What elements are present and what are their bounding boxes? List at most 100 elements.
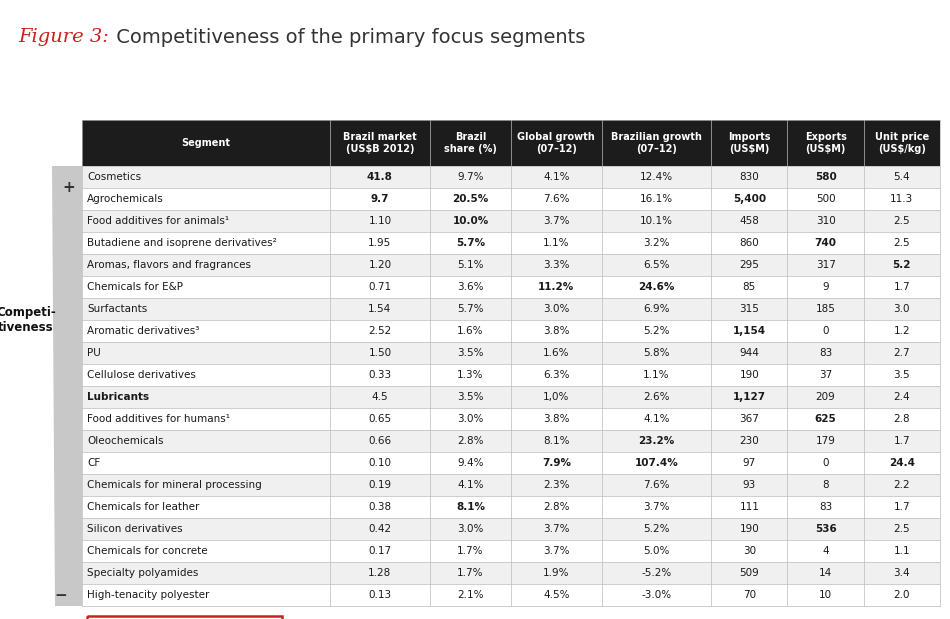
Text: 2.5: 2.5 — [894, 238, 910, 248]
Text: 24.4: 24.4 — [889, 458, 915, 468]
Text: 1.6%: 1.6% — [457, 326, 484, 336]
Text: 740: 740 — [814, 238, 837, 248]
Text: Lubricants: Lubricants — [87, 392, 149, 402]
Text: 1,127: 1,127 — [732, 392, 766, 402]
Bar — [82, 298, 940, 320]
Text: 5.2%: 5.2% — [643, 524, 670, 534]
Bar — [82, 188, 940, 210]
Bar — [82, 452, 940, 474]
Text: Surfactants: Surfactants — [87, 304, 147, 314]
Text: 0.10: 0.10 — [369, 458, 391, 468]
Text: 6.9%: 6.9% — [643, 304, 670, 314]
Text: 1.1: 1.1 — [894, 546, 910, 556]
Text: 830: 830 — [739, 172, 759, 182]
Text: Global growth
(07–12): Global growth (07–12) — [518, 132, 595, 154]
Text: CF: CF — [87, 458, 101, 468]
Text: 295: 295 — [739, 260, 759, 270]
Text: Food additives for humans¹: Food additives for humans¹ — [87, 414, 230, 424]
Text: 0.38: 0.38 — [369, 502, 391, 512]
Text: Oleochemicals: Oleochemicals — [87, 436, 163, 446]
Text: 3.7%: 3.7% — [543, 546, 570, 556]
Text: Cosmetics: Cosmetics — [87, 172, 142, 182]
Bar — [82, 276, 940, 298]
Text: 37: 37 — [819, 370, 832, 380]
Polygon shape — [52, 166, 82, 606]
Text: 3.8%: 3.8% — [543, 414, 570, 424]
Text: 8: 8 — [823, 480, 829, 490]
Bar — [82, 364, 940, 386]
Text: 230: 230 — [739, 436, 759, 446]
Text: 2.8: 2.8 — [894, 414, 910, 424]
Text: 1.7: 1.7 — [894, 502, 910, 512]
Text: 317: 317 — [816, 260, 836, 270]
Text: Segment: Segment — [181, 138, 231, 148]
Text: 1.6%: 1.6% — [543, 348, 570, 358]
Text: 5.0%: 5.0% — [643, 546, 670, 556]
Text: 509: 509 — [739, 568, 759, 578]
Text: 83: 83 — [819, 348, 832, 358]
Text: 580: 580 — [815, 172, 836, 182]
Text: 2.3%: 2.3% — [543, 480, 570, 490]
Text: 2.8%: 2.8% — [457, 436, 484, 446]
Text: Brazilian growth
(07–12): Brazilian growth (07–12) — [611, 132, 702, 154]
Text: 3.5%: 3.5% — [457, 348, 484, 358]
Text: 0.19: 0.19 — [369, 480, 391, 490]
Text: 8.1%: 8.1% — [543, 436, 570, 446]
Text: 367: 367 — [739, 414, 759, 424]
Text: 2.5: 2.5 — [894, 524, 910, 534]
Text: 1.7%: 1.7% — [457, 546, 484, 556]
Text: 85: 85 — [743, 282, 756, 292]
Text: Aromatic derivatives³: Aromatic derivatives³ — [87, 326, 200, 336]
Text: Exports
(US$M): Exports (US$M) — [805, 132, 846, 154]
Text: 83: 83 — [819, 502, 832, 512]
Text: 3.2%: 3.2% — [643, 238, 670, 248]
Bar — [82, 584, 940, 606]
Text: 3.0%: 3.0% — [457, 414, 484, 424]
Text: 3.6%: 3.6% — [457, 282, 484, 292]
Text: 4: 4 — [823, 546, 829, 556]
Text: PU: PU — [87, 348, 101, 358]
Bar — [82, 430, 940, 452]
Text: 12.4%: 12.4% — [639, 172, 673, 182]
Bar — [82, 518, 940, 540]
Text: 24.6%: 24.6% — [638, 282, 674, 292]
Text: 536: 536 — [815, 524, 836, 534]
Text: 7.6%: 7.6% — [643, 480, 670, 490]
Text: Chemicals for concrete: Chemicals for concrete — [87, 546, 208, 556]
Text: −: − — [54, 587, 67, 602]
Text: 3.5: 3.5 — [894, 370, 910, 380]
Text: Competitiveness of the primary focus segments: Competitiveness of the primary focus seg… — [110, 28, 585, 47]
Text: 1.20: 1.20 — [369, 260, 391, 270]
Text: 5.2%: 5.2% — [643, 326, 670, 336]
Text: 9.4%: 9.4% — [457, 458, 484, 468]
Text: -5.2%: -5.2% — [641, 568, 672, 578]
Text: 625: 625 — [815, 414, 836, 424]
Text: 3.0: 3.0 — [894, 304, 910, 314]
Text: -3.0%: -3.0% — [641, 590, 672, 600]
Text: 5,400: 5,400 — [732, 194, 766, 204]
Text: 2.52: 2.52 — [369, 326, 391, 336]
Text: 209: 209 — [816, 392, 835, 402]
Text: Butadiene and isoprene derivatives²: Butadiene and isoprene derivatives² — [87, 238, 276, 248]
Text: 0.33: 0.33 — [369, 370, 391, 380]
Text: Agrochemicals: Agrochemicals — [87, 194, 163, 204]
Text: 1.1%: 1.1% — [543, 238, 570, 248]
Text: 3.4: 3.4 — [894, 568, 910, 578]
Text: 111: 111 — [739, 502, 759, 512]
Text: Imports
(US$M): Imports (US$M) — [728, 132, 770, 154]
Bar — [82, 210, 940, 232]
Text: 1.54: 1.54 — [369, 304, 391, 314]
Text: 3.0%: 3.0% — [457, 524, 484, 534]
Text: 10.0%: 10.0% — [452, 216, 488, 226]
Bar — [82, 120, 940, 166]
Text: 2.4: 2.4 — [894, 392, 910, 402]
Text: 30: 30 — [743, 546, 756, 556]
Text: 3.8%: 3.8% — [543, 326, 570, 336]
Text: 4.5: 4.5 — [371, 392, 389, 402]
Text: +: + — [62, 181, 75, 196]
Text: 0: 0 — [823, 458, 828, 468]
Text: 4.5%: 4.5% — [543, 590, 570, 600]
Text: 1.1%: 1.1% — [643, 370, 670, 380]
Text: 0.66: 0.66 — [369, 436, 391, 446]
Text: 93: 93 — [743, 480, 756, 490]
